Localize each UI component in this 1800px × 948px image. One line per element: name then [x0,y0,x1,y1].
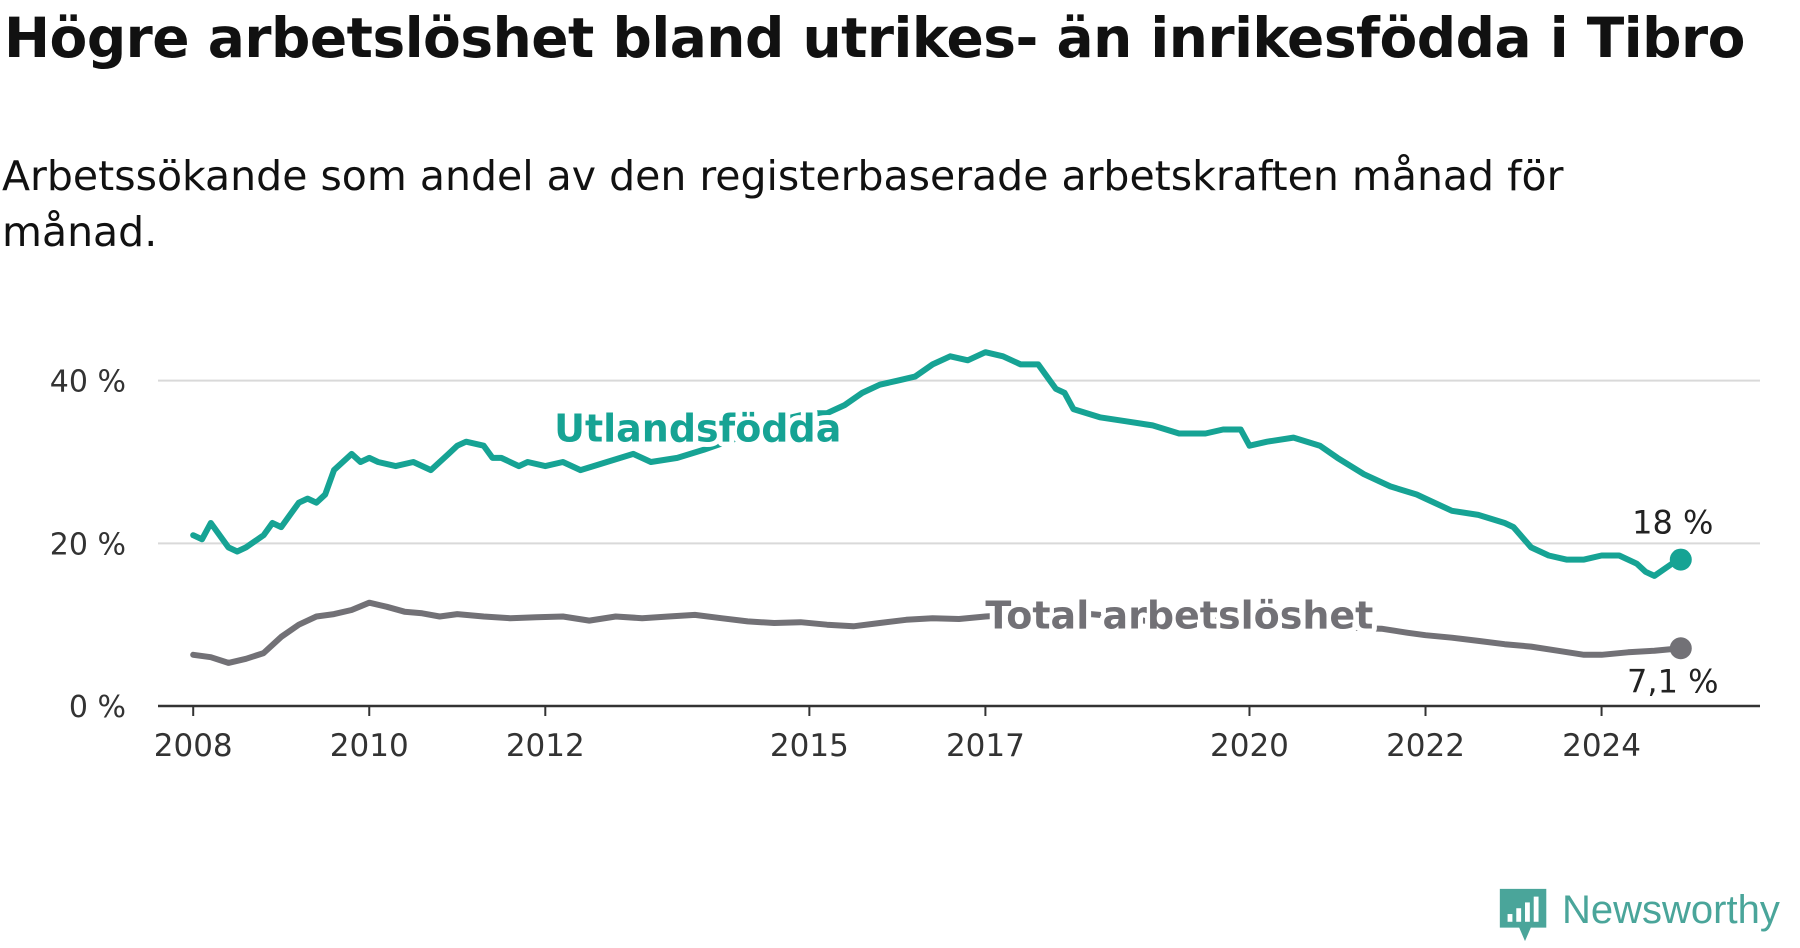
x-tick-label: 2017 [946,728,1025,764]
chart-subtitle: Arbetssökande som andel av den registerb… [2,152,1564,256]
y-tick-label: 20 % [50,527,126,562]
series-end-point-0 [1669,548,1692,571]
x-tick-label: 2012 [506,728,585,764]
x-tick-label: 2015 [770,728,849,764]
series-label-halo-1: Total arbetslöshet [985,594,1373,638]
y-tick-label: 40 % [50,365,126,400]
x-tick-label: 2010 [330,728,409,764]
brand-name: Newsworthy [1562,888,1780,932]
series-label-0: Utlandsfödda [554,407,841,451]
y-tick-label: 0 % [69,690,126,725]
newsworthy-logo-icon [1499,888,1547,942]
chart-title: Högre arbetslöshet bland utrikes- än inr… [4,6,1745,70]
x-tick-label: 2020 [1210,728,1289,764]
series-line-1 [190,599,1684,666]
series-line-0 [190,349,1684,579]
x-tick-label: 2022 [1386,728,1465,764]
x-tick-label: 2024 [1562,728,1641,764]
series-label-halo-0: Utlandsfödda [554,407,841,451]
x-tick-label: 2008 [154,728,233,764]
series-end-label-1: 7,1 % [1627,662,1718,700]
series-end-point-1 [1669,637,1692,660]
series-end-label-0: 18 % [1632,504,1713,542]
series-label-1: Total arbetslöshet [985,594,1373,638]
